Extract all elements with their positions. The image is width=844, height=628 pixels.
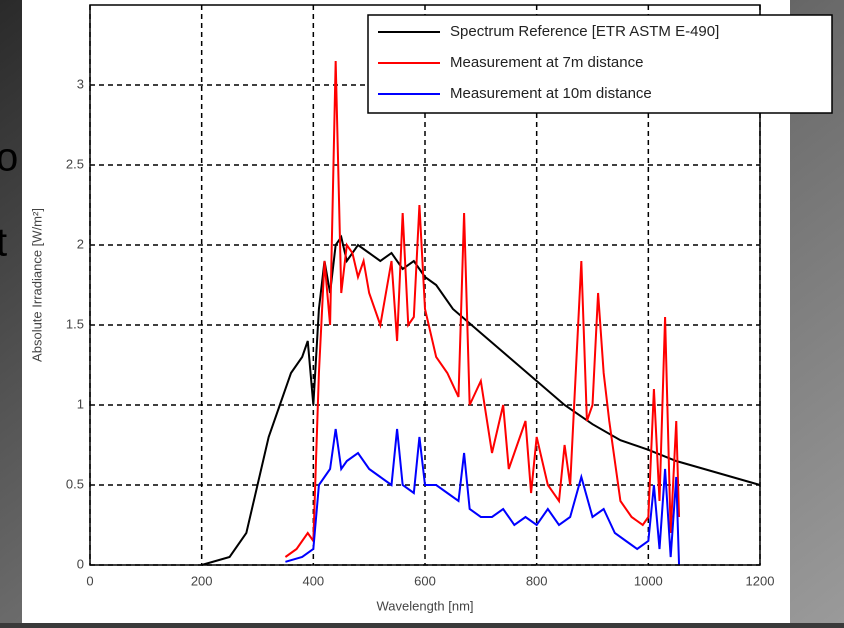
- page: o t Wavelength [nm] Absolute Irradiance …: [0, 0, 844, 628]
- legend-label: Measurement at 10m distance: [450, 85, 652, 102]
- y-tick-label: 1: [77, 396, 84, 411]
- x-tick-label: 200: [191, 573, 213, 588]
- x-tick-label: 0: [86, 573, 93, 588]
- x-tick-label: 1200: [746, 573, 775, 588]
- y-tick-label: 0: [77, 556, 84, 571]
- x-axis-label: Wavelength [nm]: [376, 598, 473, 613]
- y-tick-label: 1.5: [66, 316, 84, 331]
- y-tick-label: 0.5: [66, 476, 84, 491]
- y-tick-label: 2: [77, 236, 84, 251]
- legend-label: Measurement at 7m distance: [450, 54, 643, 71]
- y-tick-label: 3: [77, 76, 84, 91]
- slide-text: o: [0, 136, 18, 180]
- x-tick-label: 600: [414, 573, 436, 588]
- legend-label: Spectrum Reference [ETR ASTM E-490]: [450, 23, 719, 40]
- y-axis-label: Absolute Irradiance [W/m²]: [29, 208, 44, 362]
- x-tick-label: 400: [302, 573, 324, 588]
- x-tick-label: 800: [526, 573, 548, 588]
- y-tick-label: 2.5: [66, 156, 84, 171]
- chart: o t Wavelength [nm] Absolute Irradiance …: [0, 0, 844, 623]
- x-tick-label: 1000: [634, 573, 663, 588]
- slide-text: t: [0, 221, 7, 265]
